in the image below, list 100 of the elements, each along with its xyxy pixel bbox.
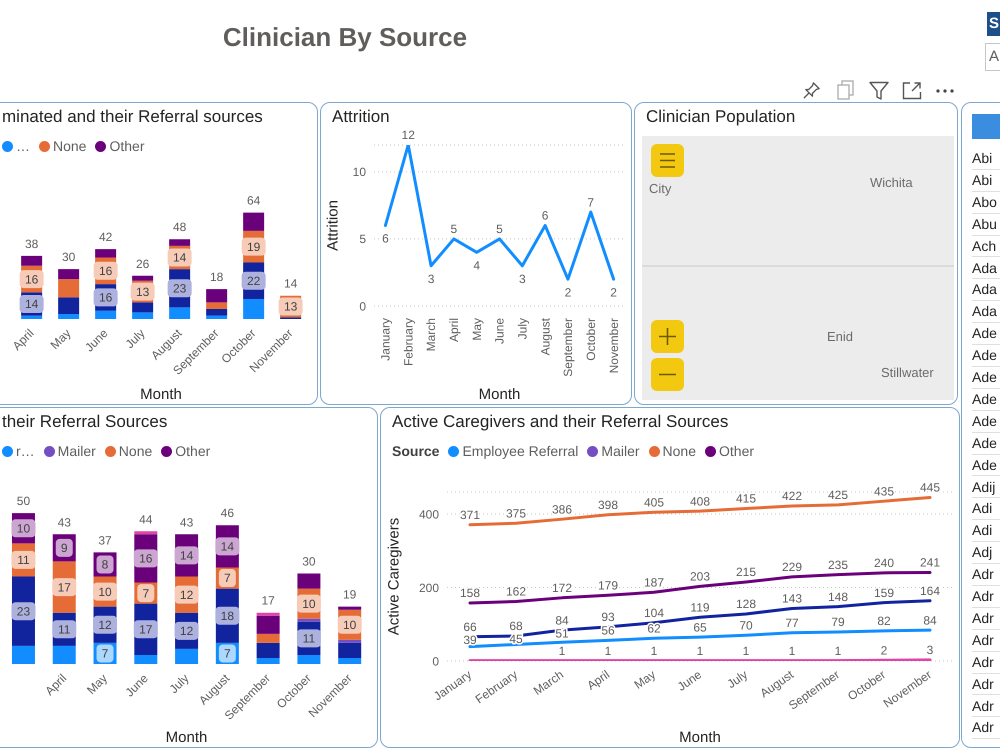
y-tick-label: 200 [418, 580, 440, 595]
total-label: 37 [98, 533, 112, 548]
data-label: 79 [831, 615, 845, 630]
text: Ade [972, 456, 997, 473]
data-label: 12 [98, 618, 112, 632]
total-label: 19 [343, 588, 357, 602]
data-label: 159 [874, 586, 894, 600]
y-tick-label: 5 [359, 232, 366, 246]
text: Enid [827, 329, 854, 344]
data-label: 179 [598, 578, 618, 592]
legend-label: Other [175, 443, 210, 459]
legend-label: None [662, 443, 696, 459]
text: City [649, 181, 672, 196]
bar [175, 648, 198, 664]
bar [256, 642, 280, 658]
bar [338, 640, 362, 643]
x-tick-label: January [378, 318, 393, 361]
data-label: 128 [736, 597, 756, 612]
data-label: 22 [246, 274, 261, 288]
data-label: 1 [650, 644, 658, 658]
legend-label: Mailer [601, 443, 640, 459]
total-label: 50 [16, 494, 30, 508]
bar [21, 316, 42, 319]
data-label: 11 [58, 622, 71, 637]
data-label: 119 [690, 600, 710, 614]
data-label: 2 [610, 285, 618, 300]
text: Adr [972, 719, 994, 736]
x-tick-label: July [166, 671, 192, 696]
total-label: 64 [246, 194, 261, 208]
bar [132, 276, 154, 281]
x-tick-label: June [674, 667, 704, 694]
data-label: 7 [587, 195, 594, 210]
data-label: 240 [874, 556, 894, 570]
text: Clinician Population [646, 107, 796, 126]
text: Adr [972, 698, 994, 714]
x-tick-label: June [492, 318, 507, 344]
bar [169, 239, 190, 246]
bar [58, 297, 80, 314]
data-label: 93 [601, 610, 615, 624]
bar [58, 314, 80, 319]
data-label: 66 [463, 620, 477, 634]
data-label: 70 [739, 618, 753, 632]
data-label: 2 [880, 643, 888, 658]
data-label: 3 [926, 643, 934, 658]
data-label: 158 [460, 586, 480, 600]
data-label: 422 [782, 489, 802, 504]
bar [134, 531, 158, 534]
total-label: 17 [261, 594, 276, 608]
text: Adi [972, 500, 992, 516]
data-label: 10 [16, 521, 30, 536]
legend-label: … [16, 138, 30, 154]
data-label: 10 [343, 618, 357, 632]
data-label: 13 [284, 300, 298, 314]
total-label: 48 [172, 220, 187, 234]
bar [95, 249, 116, 258]
data-label: 172 [552, 581, 572, 596]
total-label: 30 [302, 554, 316, 568]
data-label: 7 [224, 571, 232, 586]
data-label: 6 [542, 208, 549, 223]
data-label: 425 [828, 488, 848, 502]
x-tick-label: May [48, 326, 74, 352]
total-label: 44 [139, 512, 153, 526]
text: Adi [972, 522, 992, 538]
data-label: 215 [736, 565, 756, 580]
bar [256, 634, 280, 643]
text: Ach [972, 238, 996, 254]
bar [52, 646, 76, 664]
data-label: 5 [450, 222, 458, 236]
data-label: 435 [874, 484, 894, 498]
chart-title: Active Caregivers and their Referral Sources [392, 412, 728, 431]
data-label: 68 [509, 619, 523, 634]
bar [338, 658, 362, 664]
legend-title: Source [392, 443, 440, 459]
data-label: 14 [24, 297, 39, 312]
bar [206, 309, 228, 316]
x-tick-label: August [538, 317, 552, 356]
bar [243, 299, 264, 319]
data-label: 241 [920, 556, 940, 570]
x-tick-label: March [424, 318, 438, 352]
data-label: 3 [518, 272, 526, 286]
x-tick-label: July [724, 667, 750, 692]
data-label: 1 [834, 644, 842, 658]
text: Clinician By Source [222, 22, 468, 52]
data-label: 84 [555, 613, 569, 628]
total-label: 18 [210, 270, 224, 284]
x-tick-label: May [632, 667, 658, 692]
total-label: 14 [284, 276, 298, 291]
data-label: 164 [920, 584, 940, 598]
data-label: 62 [647, 621, 661, 636]
text: Ade [972, 412, 997, 429]
bar [297, 574, 320, 589]
x-tick-label: July [516, 318, 530, 340]
data-label: 1 [696, 644, 704, 658]
x-axis-title: Month [478, 386, 520, 403]
text: Adj [972, 544, 992, 560]
total-label: 38 [24, 236, 39, 251]
data-label: 14 [180, 548, 194, 563]
data-label: 16 [139, 552, 153, 566]
text: Abi [972, 172, 992, 188]
bar [132, 312, 154, 319]
